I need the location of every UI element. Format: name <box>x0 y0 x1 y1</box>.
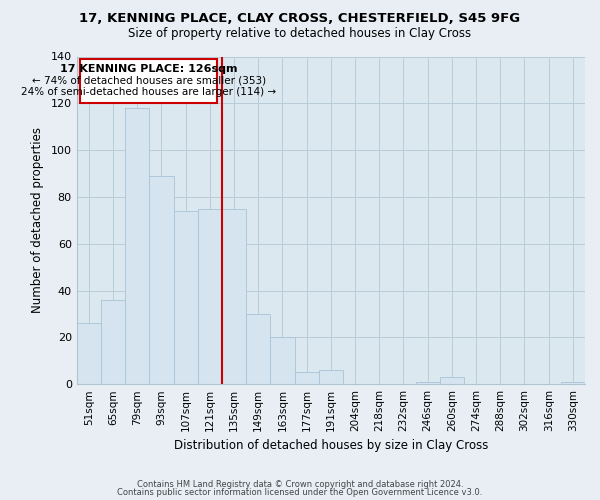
Bar <box>416 382 440 384</box>
Text: 17 KENNING PLACE: 126sqm: 17 KENNING PLACE: 126sqm <box>60 64 238 74</box>
Text: ← 74% of detached houses are smaller (353): ← 74% of detached houses are smaller (35… <box>32 75 266 85</box>
Text: Contains HM Land Registry data © Crown copyright and database right 2024.: Contains HM Land Registry data © Crown c… <box>137 480 463 489</box>
Bar <box>77 324 101 384</box>
Bar <box>125 108 149 384</box>
Bar <box>198 208 222 384</box>
Bar <box>222 208 246 384</box>
X-axis label: Distribution of detached houses by size in Clay Cross: Distribution of detached houses by size … <box>173 440 488 452</box>
Bar <box>149 176 173 384</box>
Y-axis label: Number of detached properties: Number of detached properties <box>31 128 44 314</box>
Text: Contains public sector information licensed under the Open Government Licence v3: Contains public sector information licen… <box>118 488 482 497</box>
Bar <box>271 338 295 384</box>
Bar <box>319 370 343 384</box>
Bar <box>246 314 271 384</box>
Bar <box>173 211 198 384</box>
FancyBboxPatch shape <box>80 59 217 104</box>
Text: 17, KENNING PLACE, CLAY CROSS, CHESTERFIELD, S45 9FG: 17, KENNING PLACE, CLAY CROSS, CHESTERFI… <box>79 12 521 26</box>
Bar <box>295 372 319 384</box>
Bar <box>101 300 125 384</box>
Bar <box>561 382 585 384</box>
Bar <box>440 377 464 384</box>
Text: Size of property relative to detached houses in Clay Cross: Size of property relative to detached ho… <box>128 28 472 40</box>
Text: 24% of semi-detached houses are larger (114) →: 24% of semi-detached houses are larger (… <box>21 87 276 97</box>
